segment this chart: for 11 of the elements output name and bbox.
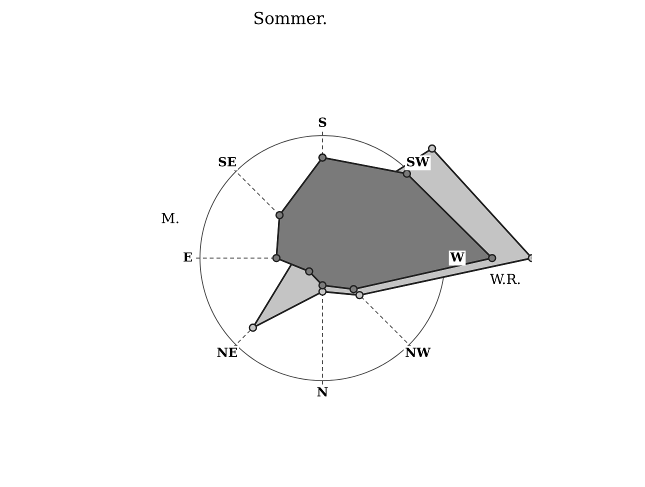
text: M. [162, 212, 178, 224]
spoke-label: NE [217, 348, 238, 357]
spoke-label: W [450, 252, 464, 262]
text: W.R. [490, 274, 520, 284]
spoke-label: NW [406, 348, 431, 357]
spoke-label: E [184, 252, 192, 262]
spoke-label: N [317, 387, 328, 396]
chart-title: Sommer. [254, 12, 326, 24]
spoke-label: SW [407, 156, 430, 166]
spoke-label: S [318, 118, 326, 127]
spoke-label: SE [218, 156, 236, 166]
